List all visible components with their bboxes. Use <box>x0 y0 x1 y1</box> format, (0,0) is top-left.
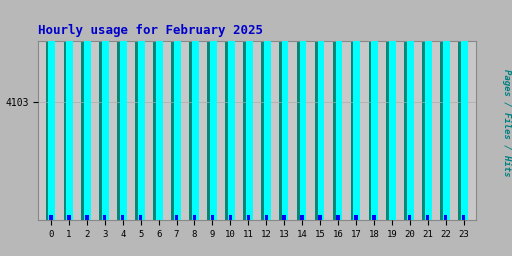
Bar <box>462 215 465 220</box>
Bar <box>372 215 376 220</box>
Bar <box>102 0 109 220</box>
Bar <box>408 215 412 220</box>
Bar <box>297 0 306 220</box>
Bar <box>120 0 127 220</box>
Bar <box>315 0 324 220</box>
Bar <box>404 0 413 220</box>
Bar <box>444 215 447 220</box>
Bar <box>265 215 268 220</box>
Bar <box>46 0 55 220</box>
Bar <box>422 0 431 220</box>
Bar <box>426 215 430 220</box>
Bar <box>210 0 217 220</box>
Bar <box>458 0 467 220</box>
Bar <box>333 0 342 220</box>
Bar <box>117 0 126 220</box>
Bar <box>279 0 288 220</box>
Bar <box>353 0 360 220</box>
Bar <box>354 215 358 220</box>
Bar <box>228 0 234 220</box>
Bar <box>207 0 216 220</box>
Bar <box>138 0 145 220</box>
Bar <box>351 0 359 220</box>
Bar <box>336 215 340 220</box>
Bar <box>225 0 234 220</box>
Bar <box>369 0 377 220</box>
Bar <box>85 215 89 220</box>
Text: Pages / Files / Hits: Pages / Files / Hits <box>502 69 511 177</box>
Bar <box>261 0 270 220</box>
Bar <box>425 0 432 220</box>
Bar <box>247 215 250 220</box>
Bar <box>171 0 180 220</box>
Bar <box>49 0 55 220</box>
Bar <box>67 0 73 220</box>
Bar <box>193 215 196 220</box>
Bar <box>175 215 178 220</box>
Bar <box>246 0 252 220</box>
Bar <box>300 0 307 220</box>
Bar <box>135 0 144 220</box>
Bar <box>317 0 325 220</box>
Bar <box>103 215 106 220</box>
Bar <box>387 0 395 220</box>
Bar <box>84 0 91 220</box>
Bar <box>243 0 252 220</box>
Bar <box>121 215 124 220</box>
Bar <box>211 215 214 220</box>
Bar <box>156 0 163 220</box>
Bar <box>461 0 468 220</box>
Bar <box>301 215 304 220</box>
Bar <box>67 215 71 220</box>
Bar <box>407 0 414 220</box>
Bar <box>335 0 343 220</box>
Bar <box>443 0 450 220</box>
Bar <box>49 215 53 220</box>
Bar <box>174 0 181 220</box>
Bar <box>99 0 109 220</box>
Bar <box>440 0 449 220</box>
Bar <box>81 0 91 220</box>
Bar <box>264 0 270 220</box>
Bar <box>139 215 142 220</box>
Bar <box>229 215 232 220</box>
Bar <box>192 0 199 220</box>
Bar <box>371 0 378 220</box>
Bar <box>318 215 322 220</box>
Text: Hourly usage for February 2025: Hourly usage for February 2025 <box>38 24 263 37</box>
Bar <box>389 0 396 220</box>
Bar <box>63 0 73 220</box>
Bar <box>153 0 162 220</box>
Bar <box>282 0 288 220</box>
Bar <box>189 0 198 220</box>
Bar <box>283 215 286 220</box>
